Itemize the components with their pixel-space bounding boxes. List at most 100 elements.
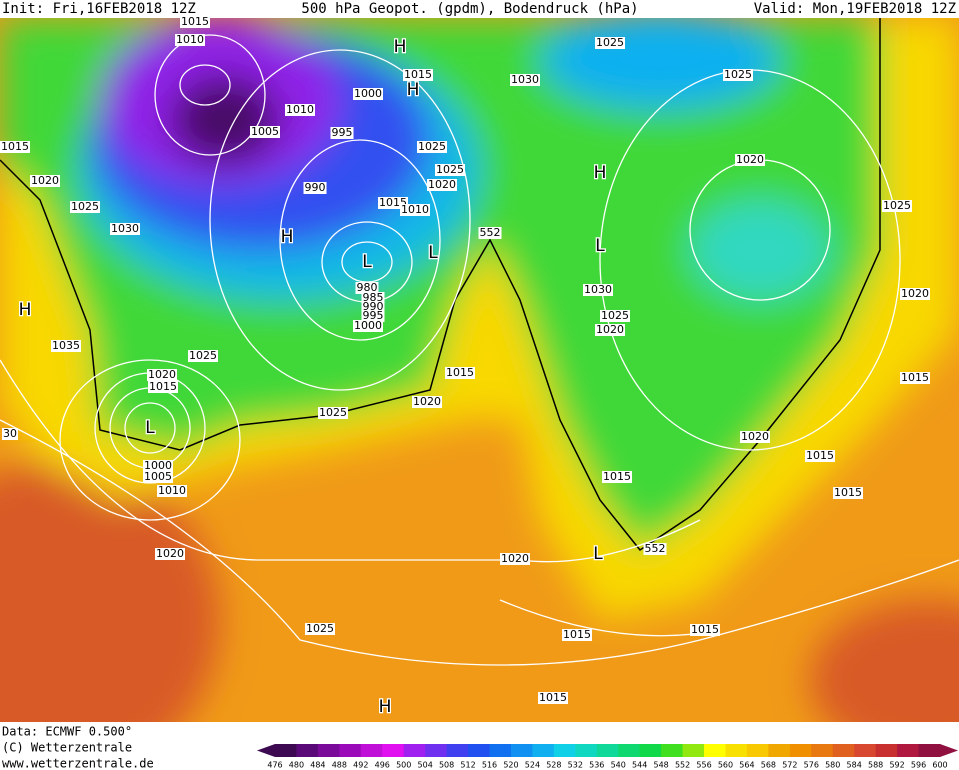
label-box [303, 182, 327, 194]
isobar-label: 1010 [158, 484, 186, 497]
isobar-label: 552 [480, 226, 501, 239]
pressure-center: L [595, 236, 605, 256]
label-box [427, 179, 457, 191]
colorbar-label: 576 [804, 761, 819, 770]
colorbar-label: 556 [696, 761, 711, 770]
label-box [600, 310, 630, 322]
colorbar-label: 484 [310, 761, 325, 770]
label-box [833, 487, 863, 499]
isobar-label: 1020 [413, 395, 441, 408]
colorbar-bin [510, 744, 533, 757]
colorbar-label: 600 [932, 761, 947, 770]
label-box [478, 227, 502, 239]
colorbar-label: 588 [868, 761, 883, 770]
label-box [735, 154, 765, 166]
label-box [595, 324, 625, 336]
label-box [285, 104, 315, 116]
colorbar-label: 560 [718, 761, 733, 770]
isobar-label: 1020 [148, 368, 176, 381]
colorbar-label: 592 [889, 761, 904, 770]
colorbar-label: 496 [375, 761, 390, 770]
colorbar-label: 536 [589, 761, 604, 770]
pressure-center: H [394, 37, 407, 57]
label-box [147, 369, 177, 381]
label-box [148, 381, 178, 393]
label-box [643, 543, 667, 555]
colorbar-label: 500 [396, 761, 411, 770]
label-box [500, 553, 530, 565]
label-box [305, 623, 335, 635]
label-box [805, 450, 835, 462]
pressure-center: L [593, 544, 603, 564]
isobar-label: 1035 [52, 339, 80, 352]
label-box [435, 164, 465, 176]
isobar-label: 1010 [286, 103, 314, 116]
label-box [690, 624, 720, 636]
isobar-label: 1025 [319, 406, 347, 419]
label-box [900, 372, 930, 384]
colorbar-bin [446, 744, 469, 757]
label-box [353, 88, 383, 100]
isobar-label: 1015 [603, 470, 631, 483]
pressure-center: L [428, 243, 438, 263]
colorbar-label: 568 [761, 761, 776, 770]
copyright: (C) Wetterzentrale [2, 741, 132, 755]
pressure-center: H [281, 227, 294, 247]
label-box [30, 175, 60, 187]
label-box [562, 629, 592, 641]
colorbar-label: 524 [525, 761, 540, 770]
isobar-label: 1010 [176, 33, 204, 46]
isobar-label: 1025 [306, 622, 334, 635]
colorbar-label: 516 [482, 761, 497, 770]
colorbar-bin [532, 744, 555, 757]
colorbar-label: 504 [418, 761, 433, 770]
init-time: Init: Fri,16FEB2018 12Z [2, 1, 196, 17]
isobar-label: 995 [363, 309, 384, 322]
colorbar-bin [768, 744, 791, 757]
label-box [0, 141, 30, 153]
colorbar-bin [618, 744, 641, 757]
colorbar-label: 580 [825, 761, 840, 770]
isobar-label: 30 [3, 427, 17, 440]
isobar-label: 1025 [418, 140, 446, 153]
colorbar-bin [725, 744, 748, 757]
isobar-label: 1025 [724, 68, 752, 81]
isobar-label: 990 [363, 300, 384, 313]
colorbar-bin [596, 744, 619, 757]
label-box [2, 428, 18, 440]
colorbar-label: 548 [653, 761, 668, 770]
colorbar: 476 480 484 488 492 496 500 504 508 512 516 520 524 5… [257, 744, 958, 770]
colorbar-bin [468, 744, 491, 757]
colorbar-label: 492 [353, 761, 368, 770]
isobar-label: 1005 [144, 470, 172, 483]
label-box [353, 320, 383, 332]
colorbar-bin [489, 744, 512, 757]
label-box [157, 485, 187, 497]
label-box [355, 282, 379, 294]
label-box [155, 548, 185, 560]
colorbar-end [940, 744, 958, 757]
label-box [602, 471, 632, 483]
isobar-label: 1020 [501, 552, 529, 565]
colorbar-bin [832, 744, 855, 757]
colorbar-bin [918, 744, 941, 757]
pressure-center: H [594, 163, 607, 183]
isobar-label: 1020 [901, 287, 929, 300]
colorbar-label: 532 [568, 761, 583, 770]
pressure-center: L [145, 418, 155, 438]
label-box [330, 127, 354, 139]
isobar-label: 1025 [596, 36, 624, 49]
colorbar-bin [575, 744, 598, 757]
valid-time: Valid: Mon,19FEB2018 12Z [754, 1, 956, 17]
isobar-label: 1015 [691, 623, 719, 636]
map-field [0, 18, 959, 722]
label-box [175, 34, 205, 46]
label-box [510, 74, 540, 86]
colorbar-label: 476 [267, 761, 282, 770]
label-box [143, 471, 173, 483]
colorbar-label: 544 [632, 761, 647, 770]
isobar-label: 1025 [189, 349, 217, 362]
label-box [723, 69, 753, 81]
colorbar-label: 564 [739, 761, 754, 770]
